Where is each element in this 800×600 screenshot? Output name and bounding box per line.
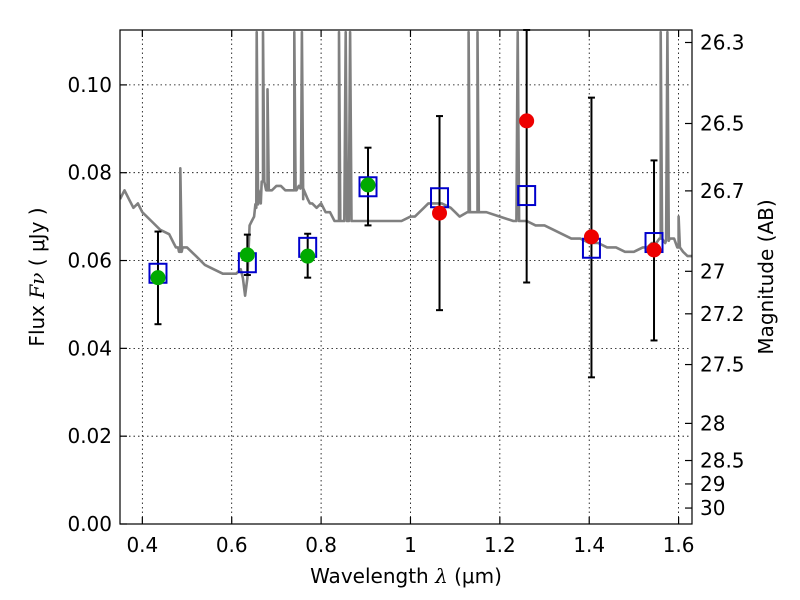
y2-tick-label: 27.2 [700, 302, 745, 326]
model-photometry-square [517, 185, 537, 207]
lowsn-point [583, 229, 599, 245]
model-photometry-square [358, 176, 378, 198]
template-spectrum-group [120, 30, 692, 297]
y-tick-label: 0.06 [67, 249, 112, 273]
y2-tick-label: 28.5 [700, 449, 745, 473]
y2-tick-label: 26.3 [700, 30, 745, 54]
x-tick-label: 0.6 [216, 533, 248, 557]
y-axis-label-unit: ( μJy ) [25, 207, 49, 266]
y2-axis-label: Magnitude (AB) [754, 199, 778, 354]
y-tick-label: 0.00 [67, 512, 112, 536]
y2-tick-label: 27 [700, 259, 725, 283]
y-tick-label: 0.02 [67, 424, 112, 448]
x-tick-label: 1.2 [484, 533, 516, 557]
y2-tick-label: 29 [700, 472, 725, 496]
plot-frame [119, 29, 693, 525]
y-axis-label-text: Flux [25, 305, 49, 347]
x-axis-label-text: Wavelength [310, 564, 429, 588]
y-tick-label: 0.04 [67, 336, 112, 360]
ticks-group: 0.4 0.6 0.8 1 1.2 1.4 1.6 0.00 0.02 0.04 0.06 0.08 0… [67, 30, 745, 557]
y-tick-label: 0.08 [67, 161, 112, 185]
lowsn-point [519, 113, 535, 129]
template-spectrum-line [120, 30, 692, 297]
x-axis-label: Wavelength λ (μm) [310, 564, 502, 588]
y2-tick-label: 30 [700, 496, 725, 520]
y-axis-label: Flux Fν ( μJy ) [25, 207, 49, 346]
y-tick-label: 0.10 [67, 73, 112, 97]
x-tick-label: 1.6 [663, 533, 695, 557]
x-tick-label: 0.4 [126, 533, 158, 557]
x-tick-label: 1.4 [573, 533, 605, 557]
y2-tick-label: 28 [700, 411, 725, 435]
lowsn-point [432, 205, 448, 221]
x-axis-label-unit: (μm) [454, 564, 502, 588]
x-tick-label: 1 [404, 533, 417, 557]
lowsn-point [646, 242, 662, 258]
detection-point [239, 247, 255, 263]
detection-point [360, 177, 376, 193]
y2-tick-label: 26.7 [700, 179, 745, 203]
detection-point [300, 248, 316, 264]
x-tick-label: 0.8 [305, 533, 337, 557]
y2-tick-label: 27.5 [700, 353, 745, 377]
y-axis-label-symbol: Fν [25, 273, 49, 300]
detection-point [150, 270, 166, 286]
x-axis-label-symbol: λ [434, 564, 448, 588]
photometry-group [148, 29, 664, 379]
y2-tick-label: 26.5 [700, 112, 745, 136]
